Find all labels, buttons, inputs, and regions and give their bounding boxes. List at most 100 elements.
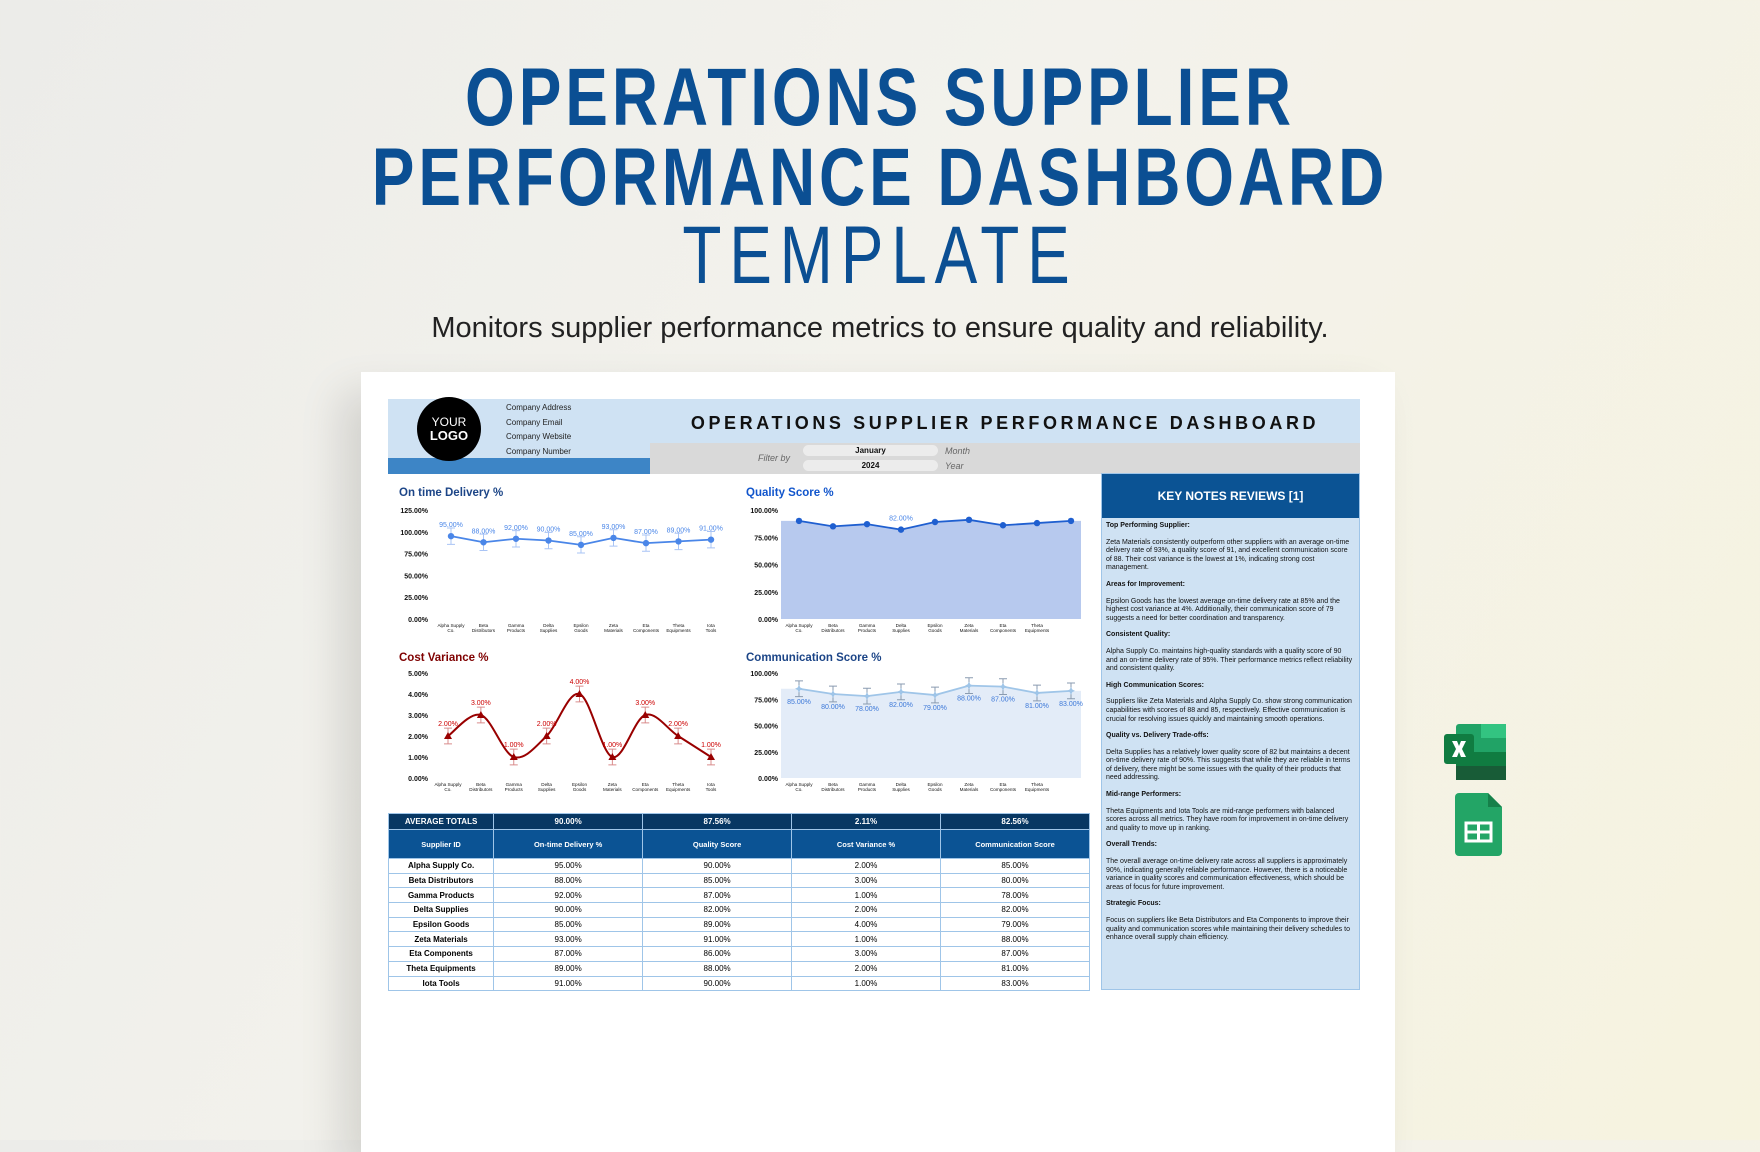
hero-title-line1: OPERATIONS SUPPLIER: [465, 52, 1295, 143]
supplier-cell: Theta Equipments: [387, 960, 495, 977]
data-label: 81.00%: [1025, 703, 1049, 710]
data-label: 88.00%: [957, 696, 981, 703]
table-row: Beta Distributors 88.00% 85.00% 3.00% 80.00%: [387, 872, 1090, 889]
data-label: 85.00%: [569, 531, 593, 538]
x-tick-line: Co.: [795, 628, 802, 633]
data-point: [965, 681, 973, 690]
y-tick-label: 75.00%: [754, 535, 779, 542]
value-cell: 3.00%: [791, 946, 941, 962]
column-header[interactable]: Supplier ID: [387, 829, 495, 859]
data-point: [575, 690, 584, 697]
hero-title-line3: TEMPLATE: [682, 210, 1078, 301]
y-tick-label: 0.00%: [408, 776, 429, 783]
x-tick-line: Products: [505, 787, 524, 792]
x-tick-line: Supplies: [892, 628, 910, 633]
x-tick-line: Goods: [928, 787, 942, 792]
value-cell: 90.00%: [493, 902, 644, 918]
value-cell: 87.00%: [940, 946, 1090, 962]
x-tick-label: Beta Distributors: [472, 623, 496, 633]
supplier-cell: Gamma Products: [387, 887, 495, 904]
x-tick-line: Theta: [1031, 782, 1043, 787]
excel-icon: [1444, 724, 1506, 780]
y-tick-label: 50.00%: [404, 573, 429, 580]
data-label: 80.00%: [821, 704, 845, 711]
x-tick-line: Products: [507, 628, 526, 633]
value-cell: 79.00%: [940, 916, 1090, 933]
x-tick-line: Components: [990, 628, 1017, 633]
company-number: Company Number: [506, 447, 571, 456]
table-row: Alpha Supply Co. 95.00% 90.00% 2.00% 85.00%: [387, 858, 1090, 874]
header-accent-strip: [388, 458, 650, 474]
data-point: [1067, 517, 1075, 525]
x-tick-label: Theta Equipments: [666, 782, 691, 792]
data-point: [512, 535, 520, 542]
data-point: [795, 517, 803, 525]
table-row: Zeta Materials 93.00% 91.00% 1.00% 88.00%: [387, 931, 1090, 948]
value-cell: 85.00%: [940, 858, 1090, 874]
x-tick-line: Goods: [573, 787, 587, 792]
y-tick-label: 75.00%: [754, 697, 779, 704]
data-label: 82.00%: [889, 702, 913, 709]
note-heading: High Communication Scores:: [1106, 681, 1205, 689]
x-tick-label: Eta Components: [633, 623, 660, 633]
x-tick-label: Gamma Products: [507, 623, 526, 633]
filter-bar: [650, 443, 1360, 474]
chart-title: Cost Variance %: [399, 652, 489, 664]
value-cell: 2.00%: [791, 902, 941, 918]
column-header[interactable]: Communication Score: [940, 829, 1090, 859]
x-tick-line: Epsilon: [573, 623, 589, 628]
data-label: 82.00%: [889, 516, 913, 523]
x-tick-line: Iota: [707, 782, 715, 787]
x-tick-label: Iota Tools: [706, 782, 717, 792]
note-heading: Top Performing Supplier:: [1106, 522, 1190, 529]
x-tick-line: Eta: [642, 782, 649, 787]
x-tick-line: Gamma: [506, 782, 523, 787]
y-tick-label: 100.00%: [750, 508, 778, 515]
data-label: 88.00%: [472, 528, 496, 535]
dashboard-title: OPERATIONS SUPPLIER PERFORMANCE DASHBOAR…: [690, 413, 1320, 433]
x-tick-line: Components: [633, 628, 660, 633]
x-tick-line: Theta: [673, 623, 685, 628]
data-label: 79.00%: [923, 705, 947, 712]
data-point: [829, 523, 837, 530]
x-tick-line: Delta: [896, 782, 907, 787]
y-tick-label: 1.00%: [408, 755, 429, 762]
column-header[interactable]: On-time Delivery %: [493, 829, 644, 859]
x-tick-line: Alpha Supply: [437, 623, 465, 628]
x-tick-line: Supplies: [892, 787, 910, 792]
year-select[interactable]: 2024: [803, 460, 938, 471]
y-tick-label: 2.00%: [408, 734, 429, 741]
x-tick-label: Eta Components: [632, 782, 659, 792]
logo-text-2: LOGO: [429, 428, 469, 443]
value-cell: 88.00%: [940, 931, 1090, 948]
x-tick-label: Eta Components: [990, 782, 1017, 792]
column-header[interactable]: Quality Score: [642, 829, 793, 859]
month-select[interactable]: January: [803, 445, 938, 456]
x-tick-line: Zeta: [964, 782, 974, 787]
data-point: [795, 684, 803, 693]
chart-title: Quality Score %: [746, 487, 834, 499]
x-tick-line: Supplies: [540, 628, 558, 633]
x-tick-line: Distributors: [821, 628, 845, 633]
note-heading: Strategic Focus:: [1106, 900, 1161, 908]
value-cell: 2.00%: [791, 858, 941, 874]
note-text: Zeta Materials consistently outperform o…: [1106, 538, 1350, 572]
x-tick-line: Gamma: [859, 782, 876, 787]
value-cell: 83.00%: [940, 975, 1090, 992]
note-heading: Quality vs. Delivery Trade-offs:: [1106, 732, 1209, 740]
data-point: [863, 692, 871, 701]
x-tick-label: Gamma Products: [505, 782, 524, 792]
y-tick-label: 50.00%: [754, 563, 779, 570]
value-cell: 1.00%: [791, 931, 941, 948]
supplier-cell: Eta Components: [387, 946, 495, 962]
value-cell: 82.00%: [940, 902, 1090, 918]
chart-plot: 0.00% 25.00% 50.00% 75.00% 100.00% 85.00% Alph…: [750, 671, 1083, 792]
data-label: 2.00%: [438, 721, 458, 728]
column-header[interactable]: Cost Variance %: [791, 829, 941, 859]
note-text: Epsilon Goods has the lowest average on-…: [1106, 597, 1340, 622]
x-tick-line: Alpha Supply: [434, 782, 462, 787]
data-point: [707, 753, 715, 760]
average-value: 2.11%: [791, 813, 941, 830]
x-tick-line: Supplies: [538, 787, 556, 792]
note-text: Focus on suppliers like Beta Distributor…: [1106, 917, 1350, 942]
